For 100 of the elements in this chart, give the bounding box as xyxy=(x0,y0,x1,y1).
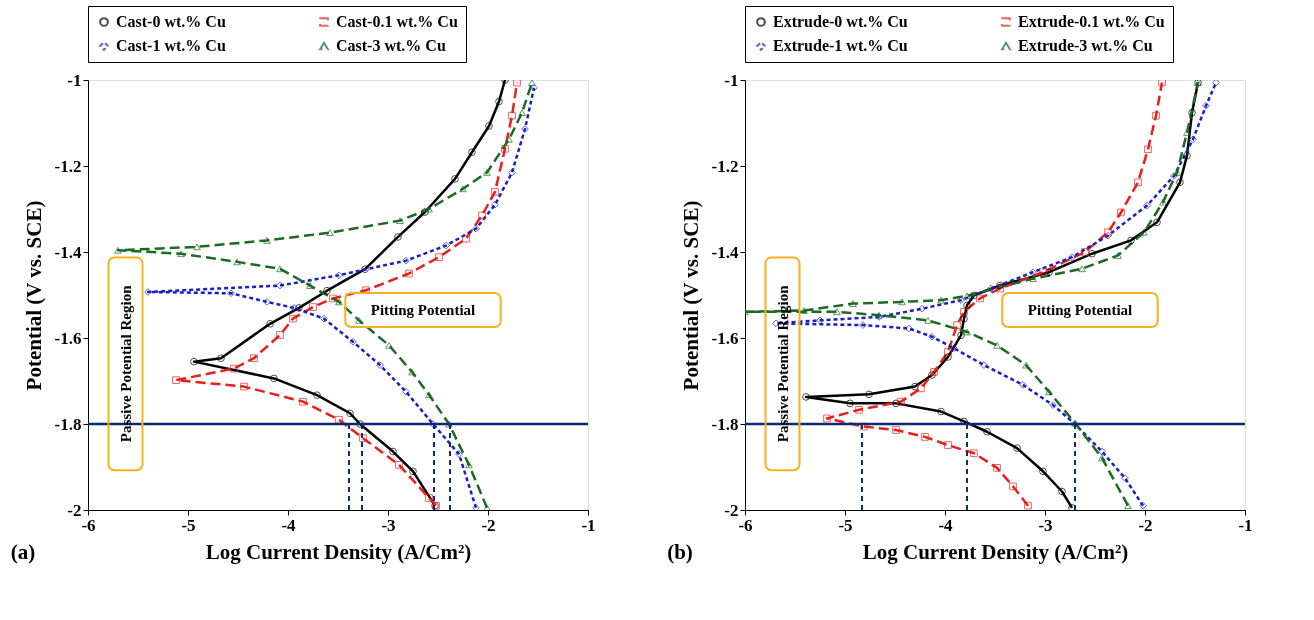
point xyxy=(1144,145,1152,154)
point xyxy=(970,291,978,300)
point xyxy=(1183,129,1191,136)
point xyxy=(950,344,958,353)
point xyxy=(1088,249,1096,258)
point xyxy=(1013,444,1021,452)
point xyxy=(240,382,248,391)
y-tick-label: -1.4 xyxy=(711,242,739,262)
point xyxy=(846,399,854,408)
x-tick-label: -4 xyxy=(281,515,297,535)
point xyxy=(190,357,198,366)
x-tick-label: -2 xyxy=(481,515,496,535)
point xyxy=(865,390,873,399)
point xyxy=(359,434,367,443)
legend-label: Extrude-0 wt.% Cu xyxy=(773,13,908,30)
point xyxy=(491,200,499,209)
point xyxy=(299,397,307,406)
point xyxy=(491,187,499,196)
y-tick-label: -1.8 xyxy=(711,414,739,434)
point xyxy=(911,382,919,391)
point xyxy=(508,168,516,177)
point xyxy=(957,331,965,340)
point xyxy=(435,253,443,262)
point xyxy=(892,426,900,434)
point xyxy=(376,361,384,369)
x-tick-label: -1 xyxy=(1238,515,1253,535)
x-tick-label: -5 xyxy=(838,515,853,535)
point xyxy=(1140,228,1148,236)
y-tick-label: -1 xyxy=(724,70,739,90)
point xyxy=(530,83,538,92)
point xyxy=(313,391,321,400)
point xyxy=(960,314,968,323)
point xyxy=(1058,487,1066,496)
point xyxy=(501,144,509,153)
y-axis-title: Potential (V vs. SCE) xyxy=(678,200,703,391)
point xyxy=(963,328,971,336)
point xyxy=(1158,80,1166,87)
point xyxy=(993,464,1001,472)
point xyxy=(1176,178,1184,187)
point xyxy=(1153,218,1161,227)
annotation: Pitting Potential xyxy=(1027,302,1133,319)
point xyxy=(227,289,235,298)
point xyxy=(937,407,945,416)
annotation: Pitting Potential xyxy=(370,302,476,319)
point xyxy=(944,441,952,449)
point xyxy=(1078,265,1086,273)
point xyxy=(408,368,416,376)
point xyxy=(462,234,470,243)
x-tick-label: -2 xyxy=(1138,515,1153,535)
point xyxy=(859,321,867,329)
point xyxy=(800,307,808,314)
point xyxy=(250,354,258,363)
point xyxy=(1170,172,1178,180)
point xyxy=(1114,252,1122,259)
point xyxy=(478,211,486,220)
point xyxy=(495,97,503,106)
point xyxy=(459,185,467,193)
point xyxy=(323,286,331,295)
point xyxy=(172,376,180,384)
text: (b) xyxy=(667,540,693,564)
point xyxy=(270,374,278,383)
legend-label: Cast-1 wt.% Cu xyxy=(116,37,226,54)
point xyxy=(356,420,364,428)
point xyxy=(1024,501,1032,510)
point xyxy=(442,241,450,250)
point xyxy=(309,303,317,311)
point xyxy=(1212,80,1220,87)
point xyxy=(1098,454,1106,462)
point xyxy=(349,338,357,346)
point xyxy=(276,281,284,290)
point xyxy=(1127,236,1135,245)
y-tick-label: -1.6 xyxy=(711,328,739,348)
point xyxy=(290,304,298,312)
y-tick-label: -2 xyxy=(724,500,739,520)
point xyxy=(421,208,429,216)
point xyxy=(326,229,334,237)
y-axis-title: Potential (V vs. SCE) xyxy=(21,200,46,391)
point xyxy=(361,265,369,274)
point xyxy=(276,265,284,273)
point xyxy=(1045,388,1053,396)
point xyxy=(802,393,810,401)
point xyxy=(1039,268,1047,277)
point xyxy=(1009,482,1017,491)
point xyxy=(144,288,152,296)
point xyxy=(1173,169,1181,176)
y-tick-label: -2 xyxy=(67,500,82,520)
point xyxy=(960,417,968,426)
x-tick-label: -1 xyxy=(581,515,596,535)
point xyxy=(1189,135,1197,144)
point xyxy=(425,391,433,399)
x-axis-title: Log Current Density (A/Cm²) xyxy=(205,539,472,564)
point xyxy=(114,246,122,254)
legend-label: Cast-0 wt.% Cu xyxy=(116,13,226,30)
point xyxy=(485,122,493,130)
point xyxy=(1039,467,1047,476)
point xyxy=(1029,268,1037,277)
point xyxy=(346,409,354,418)
point xyxy=(396,217,404,225)
point xyxy=(465,461,473,469)
point xyxy=(389,447,397,456)
